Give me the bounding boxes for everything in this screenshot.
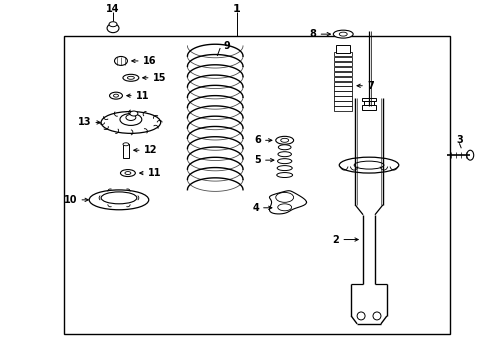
Bar [334, 86, 351, 91]
Text: 14: 14 [106, 4, 120, 14]
Bar [334, 102, 351, 105]
Bar [334, 72, 351, 76]
Text: 9: 9 [223, 41, 229, 51]
Ellipse shape [130, 111, 138, 116]
Bar [364, 100, 373, 105]
Ellipse shape [114, 57, 127, 66]
Ellipse shape [277, 204, 291, 211]
Ellipse shape [113, 94, 118, 97]
Bar [334, 57, 351, 61]
Ellipse shape [278, 145, 290, 150]
Text: 11: 11 [147, 168, 161, 178]
Ellipse shape [122, 143, 129, 146]
Text: 11: 11 [136, 91, 149, 101]
Ellipse shape [89, 190, 148, 210]
Bar [361, 98, 375, 100]
Ellipse shape [126, 114, 136, 121]
Bar [334, 77, 351, 81]
Text: 15: 15 [152, 73, 166, 83]
Ellipse shape [277, 159, 291, 164]
Bar [334, 106, 351, 111]
Ellipse shape [339, 32, 346, 36]
Ellipse shape [353, 161, 383, 169]
Text: 3: 3 [455, 135, 462, 145]
Bar [64, 36, 449, 334]
Ellipse shape [339, 157, 398, 173]
Ellipse shape [109, 92, 122, 99]
Bar [122, 144, 129, 158]
Ellipse shape [101, 192, 137, 204]
Ellipse shape [107, 24, 119, 33]
Ellipse shape [127, 76, 134, 79]
Text: 13: 13 [78, 117, 91, 127]
Ellipse shape [120, 170, 135, 176]
Ellipse shape [122, 74, 139, 81]
Ellipse shape [277, 152, 291, 157]
Bar [334, 91, 351, 96]
Bar [334, 67, 351, 71]
Text: 16: 16 [142, 56, 156, 66]
Bar [334, 52, 351, 56]
Bar [334, 96, 351, 100]
Text: 10: 10 [63, 195, 77, 205]
Text: 12: 12 [143, 145, 157, 155]
Text: 5: 5 [254, 155, 260, 165]
Text: 7: 7 [366, 81, 373, 91]
Ellipse shape [275, 136, 293, 144]
Ellipse shape [109, 22, 117, 27]
Ellipse shape [277, 166, 292, 171]
Ellipse shape [101, 112, 161, 133]
Bar [361, 105, 375, 109]
Ellipse shape [124, 172, 131, 175]
Text: 2: 2 [332, 234, 339, 244]
Text: 4: 4 [252, 203, 258, 213]
Text: 8: 8 [309, 29, 316, 39]
Text: 1: 1 [233, 4, 241, 14]
Ellipse shape [276, 172, 292, 177]
Ellipse shape [280, 138, 288, 142]
Ellipse shape [333, 30, 352, 38]
Ellipse shape [120, 113, 142, 125]
Bar [334, 62, 351, 66]
Bar [334, 81, 351, 86]
Ellipse shape [275, 192, 293, 202]
Bar [336, 45, 349, 53]
Ellipse shape [466, 150, 473, 160]
Text: 6: 6 [254, 135, 260, 145]
